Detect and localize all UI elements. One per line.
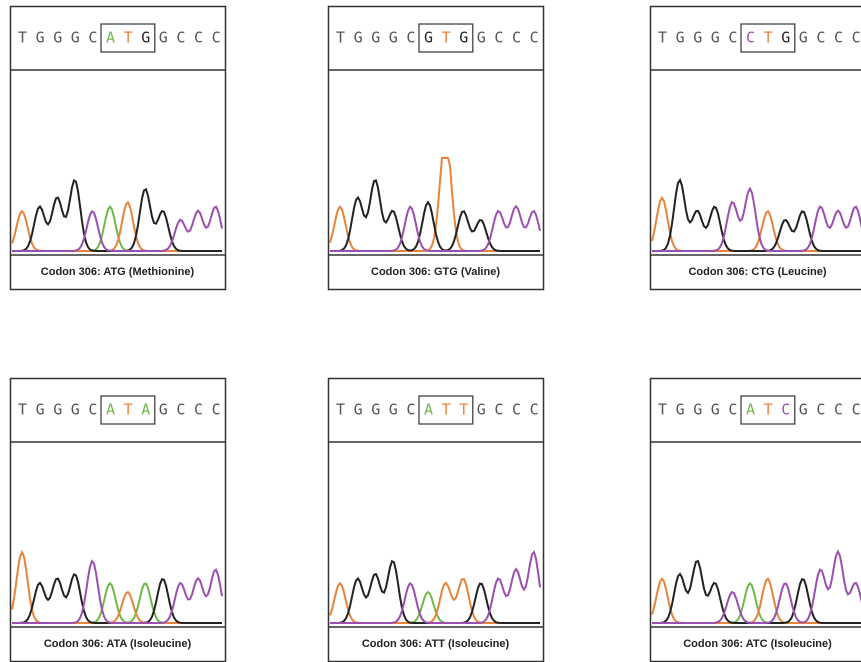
caption: Codon 306: ATG (Methionine) xyxy=(41,266,195,278)
base-letter: G xyxy=(477,401,486,419)
base-letter: G xyxy=(354,29,363,47)
base-letter: G xyxy=(71,401,80,419)
base-letter: G xyxy=(53,29,62,47)
base-letter: A xyxy=(746,401,755,419)
base-letter: A xyxy=(424,401,433,419)
base-letter: T xyxy=(658,401,667,419)
base-letter: C xyxy=(781,401,790,419)
base-letter: A xyxy=(106,29,115,47)
base-letter: G xyxy=(159,401,168,419)
base-letter: G xyxy=(711,29,720,47)
base-letter: T xyxy=(18,401,27,419)
base-letter: G xyxy=(389,401,398,419)
base-letter: C xyxy=(212,401,221,419)
caption: Codon 306: GTG (Valine) xyxy=(371,266,500,278)
base-letter: C xyxy=(88,29,97,47)
base-letter: C xyxy=(746,29,755,47)
base-letter: C xyxy=(212,29,221,47)
base-letter: G xyxy=(799,401,808,419)
base-letter: C xyxy=(494,29,503,47)
panel-frame xyxy=(11,379,226,662)
base-letter: C xyxy=(406,29,415,47)
base-letter: G xyxy=(781,29,790,47)
base-letter: G xyxy=(424,29,433,47)
base-letter: G xyxy=(53,401,62,419)
panel-frame xyxy=(329,7,544,290)
figure: TGGGCATGGCCCCodon 306: ATG (Methionine)T… xyxy=(0,0,861,662)
base-letter: G xyxy=(799,29,808,47)
base-letter: C xyxy=(176,29,185,47)
base-letter: C xyxy=(194,29,203,47)
base-letter: C xyxy=(852,29,861,47)
base-letter: C xyxy=(194,401,203,419)
base-letter: G xyxy=(389,29,398,47)
base-letter: C xyxy=(816,401,825,419)
page: TGGGCATGGCCCCodon 306: ATG (Methionine)T… xyxy=(0,0,861,662)
caption: Codon 306: ATC (Isoleucine) xyxy=(683,638,832,650)
panel-frame xyxy=(11,7,226,290)
base-letter: G xyxy=(354,401,363,419)
base-letter: G xyxy=(371,401,380,419)
base-letter: A xyxy=(106,401,115,419)
base-letter: G xyxy=(676,401,685,419)
base-letter: T xyxy=(18,29,27,47)
base-letter: C xyxy=(728,401,737,419)
base-letter: T xyxy=(336,29,345,47)
base-letter: G xyxy=(711,401,720,419)
base-letter: T xyxy=(764,401,773,419)
base-letter: C xyxy=(834,29,843,47)
base-letter: C xyxy=(728,29,737,47)
base-letter: C xyxy=(512,401,521,419)
base-letter: G xyxy=(159,29,168,47)
base-letter: T xyxy=(459,401,468,419)
base-letter: A xyxy=(141,401,150,419)
base-letter: C xyxy=(834,401,843,419)
base-letter: G xyxy=(459,29,468,47)
base-letter: T xyxy=(442,401,451,419)
base-letter: G xyxy=(36,29,45,47)
base-letter: T xyxy=(124,29,133,47)
base-letter: C xyxy=(406,401,415,419)
base-letter: T xyxy=(442,29,451,47)
caption: Codon 306: ATT (Isoleucine) xyxy=(362,638,510,650)
base-letter: G xyxy=(71,29,80,47)
base-letter: T xyxy=(658,29,667,47)
base-letter: C xyxy=(530,401,539,419)
base-letter: T xyxy=(764,29,773,47)
base-letter: G xyxy=(141,29,150,47)
base-letter: C xyxy=(816,29,825,47)
base-letter: G xyxy=(693,401,702,419)
base-letter: C xyxy=(512,29,521,47)
base-letter: T xyxy=(124,401,133,419)
base-letter: C xyxy=(176,401,185,419)
base-letter: G xyxy=(693,29,702,47)
base-letter: C xyxy=(88,401,97,419)
caption: Codon 306: ATA (Isoleucine) xyxy=(44,638,192,650)
base-letter: C xyxy=(530,29,539,47)
base-letter: C xyxy=(852,401,861,419)
base-letter: G xyxy=(676,29,685,47)
panel-frame xyxy=(329,379,544,662)
caption: Codon 306: CTG (Leucine) xyxy=(688,266,826,278)
base-letter: G xyxy=(371,29,380,47)
base-letter: C xyxy=(494,401,503,419)
base-letter: G xyxy=(36,401,45,419)
base-letter: T xyxy=(336,401,345,419)
base-letter: G xyxy=(477,29,486,47)
